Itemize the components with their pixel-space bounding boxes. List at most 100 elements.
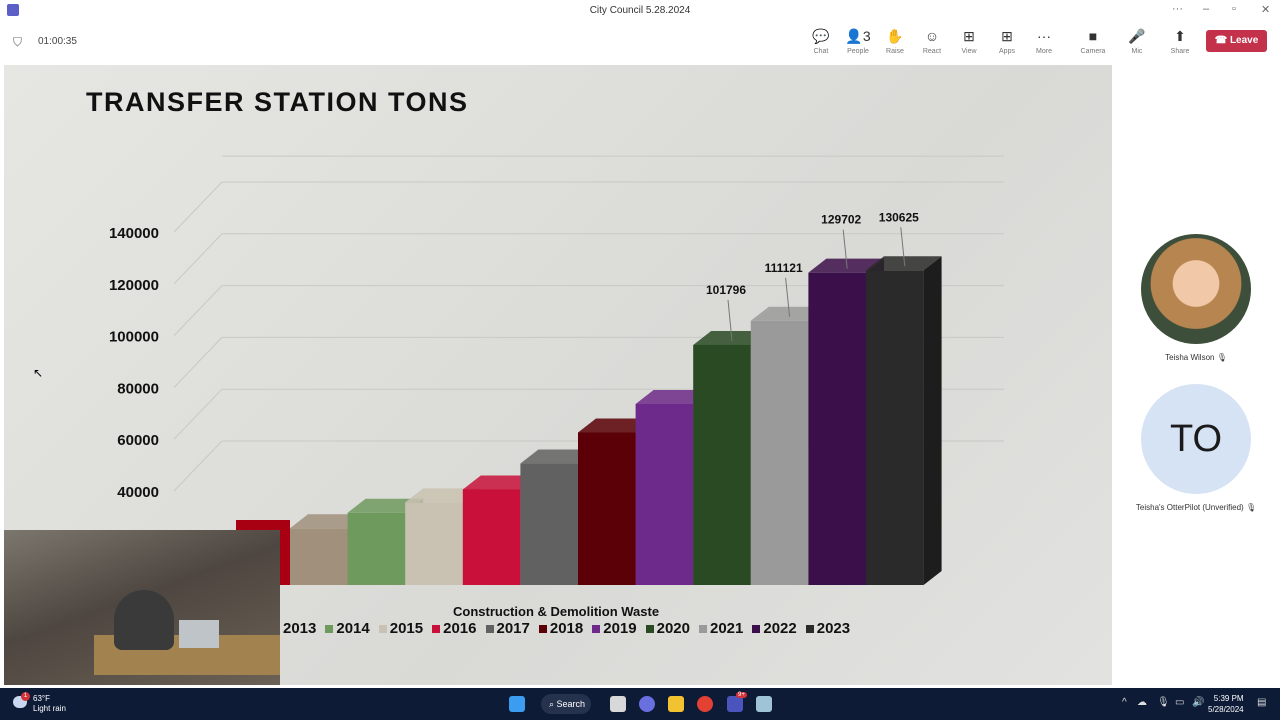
legend-label: 2020 bbox=[656, 620, 690, 637]
show-hidden-icons[interactable]: ^ bbox=[1122, 697, 1127, 708]
data-label-leader bbox=[785, 277, 791, 317]
taskbar-search[interactable]: ⌕ Search bbox=[541, 694, 591, 714]
participant-avatar-initials[interactable]: TO bbox=[1141, 384, 1251, 494]
data-label-leader bbox=[727, 299, 733, 341]
legend-swatch bbox=[378, 624, 387, 633]
bar-2022 bbox=[808, 272, 866, 585]
window-title: City Council 5.28.2024 bbox=[589, 5, 691, 16]
legend-swatch bbox=[805, 624, 814, 633]
more-options-icon[interactable]: ··· bbox=[1172, 3, 1183, 15]
start-button[interactable] bbox=[509, 696, 525, 712]
share-button[interactable]: ⬆ Share bbox=[1162, 28, 1198, 55]
participant-avatar[interactable] bbox=[1141, 234, 1251, 344]
meeting-toolbar: ⛉ 01:00:35 💬 Chat 👤3 People ✋ Raise ☺ React ⊞ Vie… bbox=[0, 22, 1280, 62]
legend-swatch bbox=[538, 624, 547, 633]
gridline-depth bbox=[173, 285, 223, 336]
legend-item-2019: 2019 bbox=[592, 620, 637, 637]
raise-label: Raise bbox=[886, 48, 904, 55]
data-label-2020: 101796 bbox=[706, 283, 746, 297]
camera-button[interactable]: ■ Camera bbox=[1075, 28, 1111, 55]
share-label: Share bbox=[1170, 48, 1190, 55]
legend-item-2022: 2022 bbox=[752, 620, 797, 637]
legend-label: 2015 bbox=[389, 620, 424, 637]
app-icon[interactable] bbox=[756, 696, 772, 712]
camera-icon: ■ bbox=[1088, 28, 1098, 44]
task-view-icon[interactable] bbox=[610, 696, 626, 712]
react-button[interactable]: ☺ React bbox=[914, 28, 950, 55]
file-explorer-icon[interactable] bbox=[668, 696, 684, 712]
legend-label: 2018 bbox=[549, 620, 584, 637]
legend-swatch bbox=[699, 624, 707, 633]
chrome-icon[interactable] bbox=[697, 696, 713, 712]
bar-top-2014 bbox=[347, 498, 424, 513]
mic-label: Mic bbox=[1131, 48, 1143, 55]
people-icon: 👤3 bbox=[845, 28, 871, 44]
legend-label: 2014 bbox=[336, 620, 370, 637]
slide-title: TRANSFER STATION TONS bbox=[86, 87, 469, 117]
legend-swatch bbox=[325, 624, 334, 633]
bar-side-2023 bbox=[923, 256, 942, 585]
bar-2013 bbox=[290, 528, 348, 585]
bar-2020 bbox=[693, 344, 751, 585]
chart-legend: 2013 2014 2015 2016 2017 2018 2019 2020 2021 2022… bbox=[283, 620, 850, 637]
meeting-timer: 01:00:35 bbox=[38, 36, 77, 47]
restore-button[interactable]: ▫ bbox=[1232, 3, 1236, 15]
bar-top-2013 bbox=[290, 514, 366, 529]
windows-taskbar: 1 63°F Light rain ⌕ Search 9+ ^ ☁ 🎙 ▭ 🔊 5… bbox=[0, 688, 1280, 720]
apps-button[interactable]: ⊞ Apps bbox=[989, 28, 1025, 55]
people-button[interactable]: 👤3 People bbox=[840, 28, 876, 55]
network-icon[interactable]: ▭ bbox=[1175, 697, 1185, 708]
bar-top-2017 bbox=[520, 449, 596, 464]
teams-chat-icon[interactable] bbox=[639, 696, 655, 712]
minimize-button[interactable]: – bbox=[1203, 3, 1210, 15]
gridline-depth bbox=[173, 181, 223, 233]
room-camera-video bbox=[4, 530, 280, 685]
onedrive-icon[interactable]: ☁ bbox=[1137, 697, 1147, 708]
bar-top-2023 bbox=[866, 256, 942, 271]
bar-2018 bbox=[578, 432, 636, 585]
close-button[interactable]: ✕ bbox=[1261, 4, 1271, 16]
bar-top-2015 bbox=[405, 488, 481, 503]
raise-button[interactable]: ✋ Raise bbox=[877, 28, 913, 55]
bar-2017 bbox=[520, 463, 578, 585]
view-button[interactable]: ⊞ View bbox=[951, 28, 987, 55]
bar-top-2018 bbox=[578, 418, 654, 433]
weather-badge: 1 bbox=[21, 692, 30, 701]
bar-top-2021 bbox=[750, 306, 827, 321]
chat-icon: 💬 bbox=[812, 28, 830, 44]
participant-name: Teisha Wilson 🎙 bbox=[1165, 353, 1227, 362]
mic-icon[interactable]: 🎙 bbox=[1157, 697, 1170, 708]
more-button[interactable]: ··· More bbox=[1026, 28, 1062, 55]
notifications-icon[interactable]: ▤ bbox=[1257, 697, 1267, 708]
title-bar: City Council 5.28.2024 ··· – ▫ ✕ bbox=[0, 0, 1280, 22]
shared-screen: TRANSFER STATION TONS 40000 60000 80000 100… bbox=[4, 65, 1112, 685]
gridline-depth bbox=[173, 388, 223, 440]
bar-2021 bbox=[750, 320, 809, 585]
clock[interactable]: 5:39 PM 5/28/2024 bbox=[1208, 694, 1244, 714]
legend-title: Construction & Demolition Waste bbox=[453, 604, 660, 619]
mic-button[interactable]: 🎤 Mic bbox=[1119, 28, 1155, 55]
teams-icon[interactable] bbox=[727, 696, 743, 712]
bar-top-2020 bbox=[693, 330, 769, 345]
legend-label: 2022 bbox=[763, 620, 797, 637]
leave-button[interactable]: ☎ Leave bbox=[1206, 30, 1267, 52]
more-label: More bbox=[1036, 48, 1052, 55]
data-label-2021: 111121 bbox=[765, 261, 803, 275]
data-label-2022: 129702 bbox=[821, 213, 861, 227]
gridline-depth bbox=[173, 233, 223, 285]
weather-widget[interactable]: 63°F Light rain bbox=[33, 694, 66, 713]
chat-button[interactable]: 💬 Chat bbox=[803, 28, 839, 55]
search-icon: ⌕ bbox=[549, 699, 557, 709]
share-icon: ⬆ bbox=[1174, 28, 1186, 44]
volume-icon[interactable]: 🔊 bbox=[1192, 697, 1205, 708]
phone-icon: ☎ bbox=[1214, 35, 1230, 46]
y-tick-label: 100000 bbox=[109, 329, 159, 346]
bar-2019 bbox=[635, 403, 694, 585]
view-label: View bbox=[961, 48, 977, 55]
legend-label: 2016 bbox=[443, 620, 477, 637]
teams-logo-icon bbox=[7, 4, 19, 16]
legend-label: 2017 bbox=[496, 620, 530, 637]
legend-swatch bbox=[645, 624, 654, 633]
legend-label: 2021 bbox=[710, 620, 744, 637]
ellipsis-icon: ··· bbox=[1037, 28, 1051, 44]
